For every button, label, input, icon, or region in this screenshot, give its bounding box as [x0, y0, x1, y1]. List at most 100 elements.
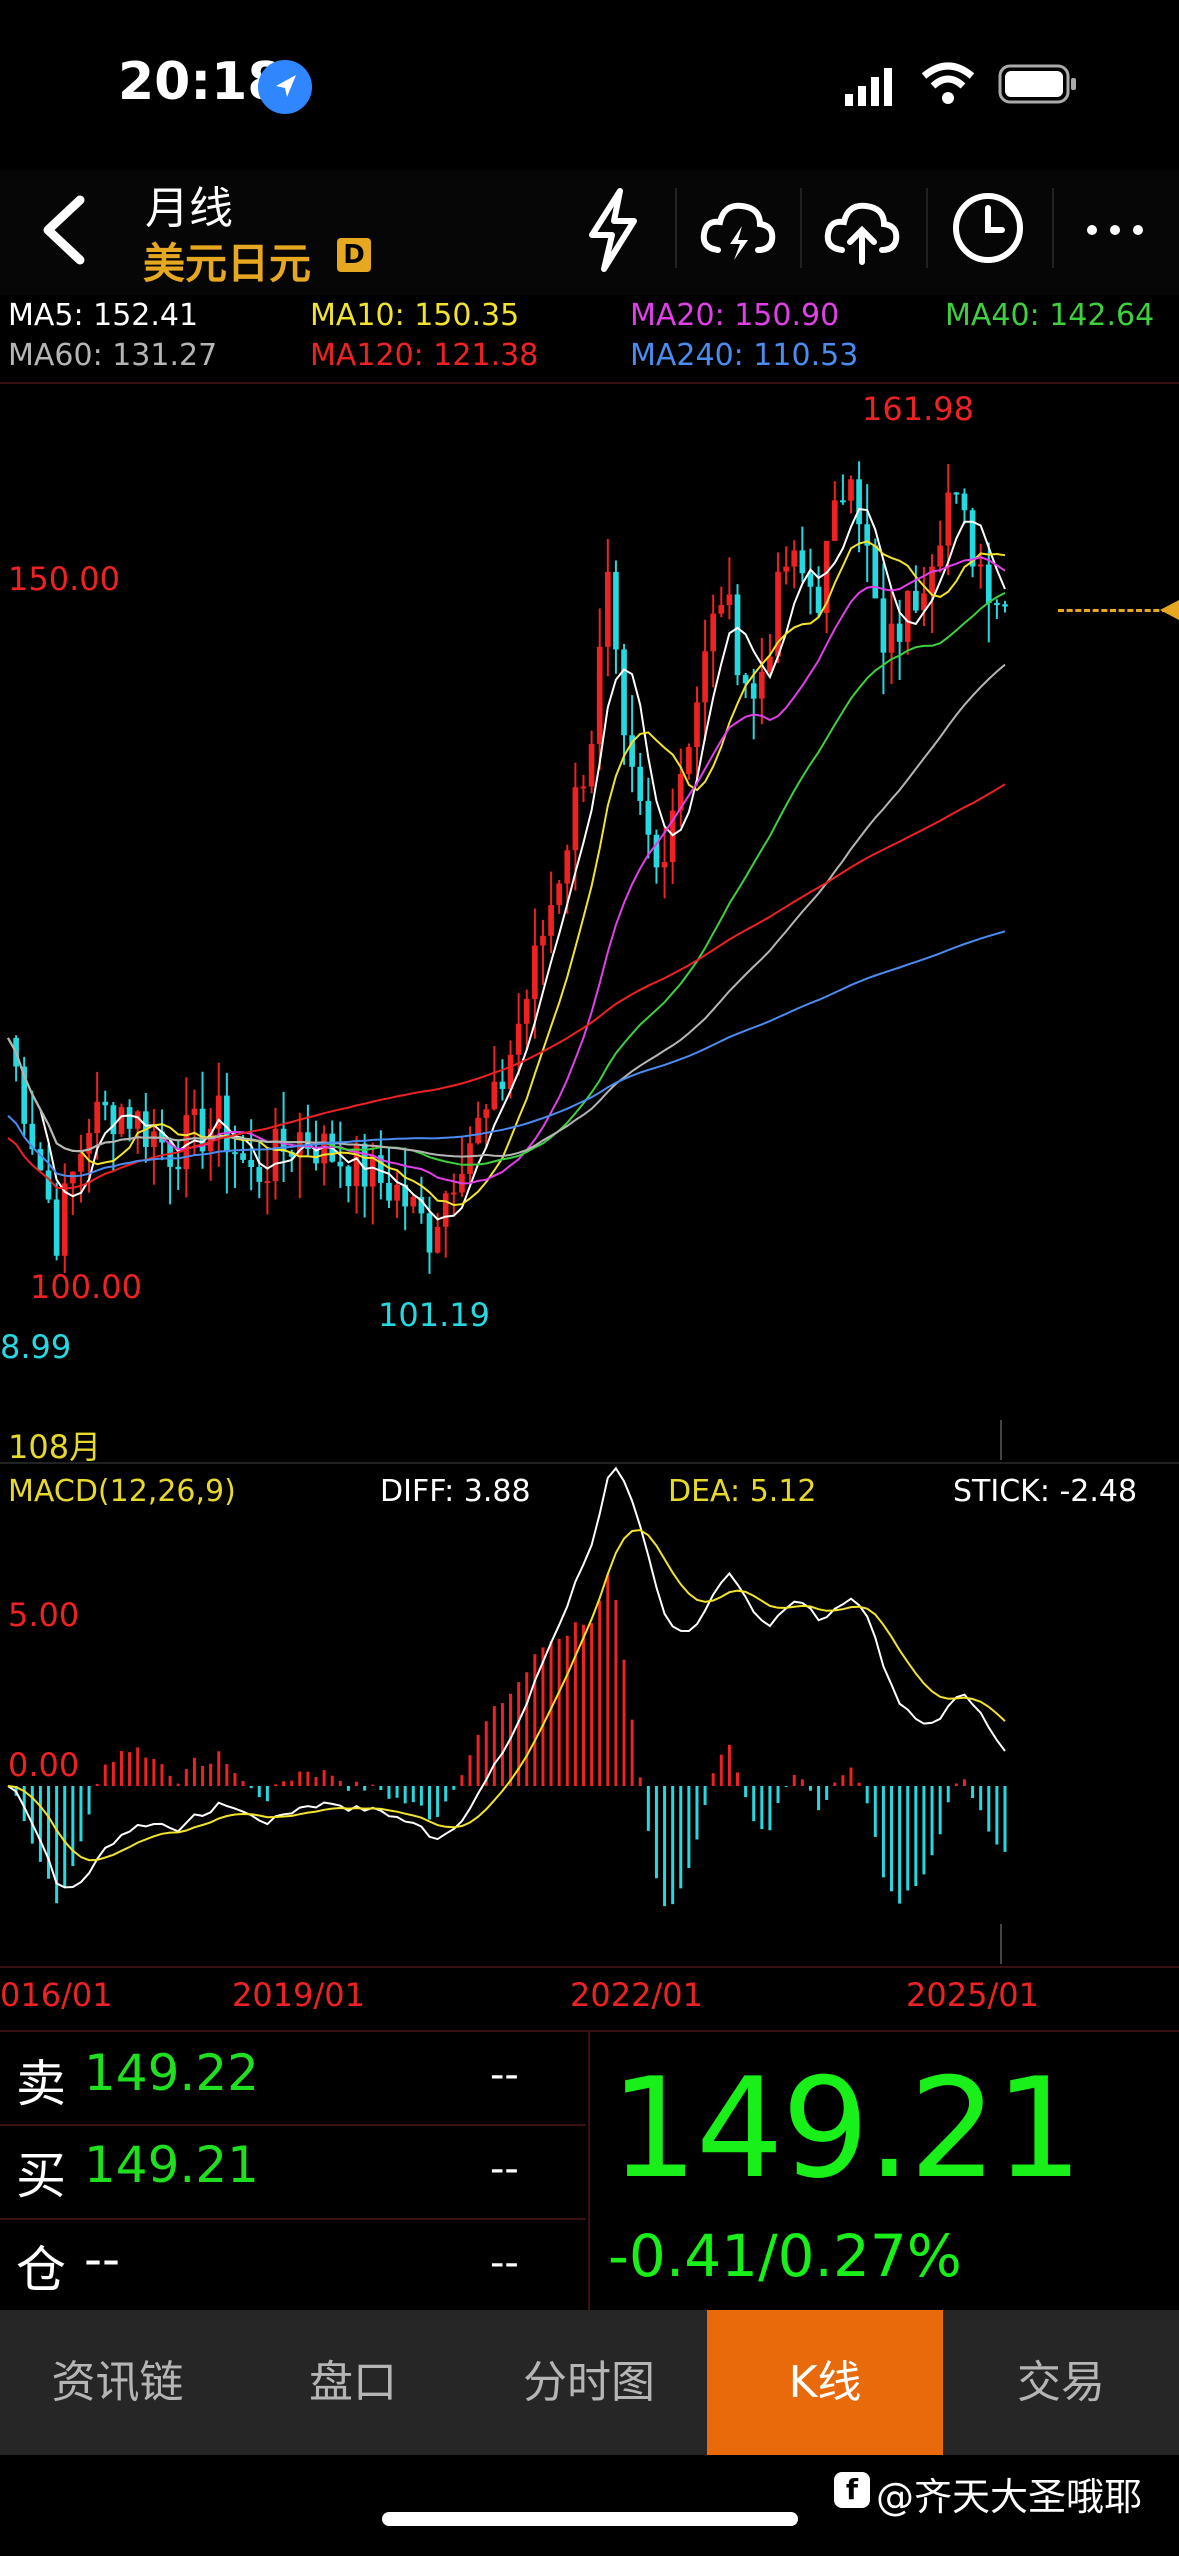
candle-body	[961, 493, 968, 511]
candle-body	[151, 1131, 157, 1147]
sell-row[interactable]	[0, 2032, 586, 2126]
candle-body	[272, 1128, 279, 1182]
clock-icon	[953, 193, 1023, 263]
candle-body	[134, 1111, 141, 1129]
tab-trade[interactable]: 交易	[1017, 2357, 1105, 2408]
candle-body	[475, 1117, 481, 1144]
header-divider	[675, 188, 677, 268]
tab-timeshare[interactable]: 分时图	[523, 2357, 655, 2408]
candle-body	[856, 479, 862, 525]
candle-body	[37, 1149, 44, 1171]
candle-body	[523, 999, 530, 1024]
tab-orderbook[interactable]: 盘口	[309, 2357, 397, 2408]
candle-body	[742, 675, 749, 684]
price-axis-label: 150.00	[8, 560, 120, 598]
candle-body	[467, 1143, 473, 1174]
candle-body	[410, 1197, 417, 1207]
d-badge: D	[337, 238, 371, 272]
tab-kline[interactable]: K线	[707, 2310, 943, 2455]
candle-body	[288, 1151, 295, 1157]
location-icon	[258, 60, 312, 114]
candle-body	[694, 702, 700, 748]
macd-line	[7, 1466, 1006, 1889]
candle-body	[126, 1107, 133, 1129]
ma10-label: MA10: 150.35	[310, 298, 520, 333]
cursor-tick	[1000, 1420, 1002, 1460]
buy-row[interactable]	[0, 2126, 586, 2220]
position-qty: --	[490, 2240, 519, 2286]
current-price-marker	[1160, 600, 1179, 620]
candle-body	[540, 935, 546, 946]
candle-body	[896, 623, 903, 642]
divider	[0, 1462, 1179, 1464]
candle-body	[831, 500, 838, 541]
candle-body	[840, 500, 846, 503]
candle-body	[823, 540, 830, 613]
x-axis-label: 016/01	[0, 1976, 113, 2014]
candle-body	[799, 550, 806, 574]
left-low-label: 8.99	[0, 1328, 72, 1366]
candle-body	[491, 1081, 498, 1110]
candle-body	[969, 510, 976, 567]
candle-body	[556, 883, 563, 906]
candle-body	[78, 1153, 84, 1172]
tab-news[interactable]: 资讯链	[51, 2357, 184, 2408]
candle-body	[1002, 604, 1008, 607]
candle-body	[483, 1109, 490, 1118]
ma120-label: MA120: 121.38	[310, 338, 539, 373]
lightning-button[interactable]	[578, 185, 648, 275]
macd-stick: STICK: -2.48	[953, 1474, 1138, 1509]
price-change: -0.41/0.27%	[608, 2222, 962, 2290]
candle-body	[613, 572, 619, 650]
candle-body	[53, 1199, 60, 1256]
candle-body	[532, 945, 538, 1000]
candle-body	[710, 613, 717, 652]
buy-price: 149.21	[84, 2136, 259, 2194]
candle-body	[783, 566, 789, 572]
candle-body	[548, 905, 554, 936]
platform-logo-icon: f	[834, 2472, 870, 2508]
sell-price: 149.22	[84, 2044, 259, 2102]
candle-body	[191, 1108, 198, 1116]
sell-label: 卖	[16, 2055, 66, 2113]
period-label: 108月	[8, 1428, 102, 1466]
candle-body	[621, 649, 627, 736]
header-divider	[800, 188, 802, 268]
candle-body	[426, 1213, 433, 1253]
macd-axis-zero: 0.00	[8, 1746, 80, 1784]
history-button[interactable]	[948, 186, 1028, 270]
candle-body	[750, 683, 757, 699]
cloud-sync-button[interactable]	[698, 190, 778, 270]
home-indicator[interactable]	[382, 2512, 798, 2526]
cursor-tick	[1000, 1924, 1002, 1964]
more-button[interactable]	[1080, 200, 1150, 260]
candle-body	[921, 593, 927, 611]
candle-body	[872, 545, 879, 599]
ma-line	[7, 592, 1006, 1166]
candlestick-chart[interactable]	[0, 384, 1179, 2024]
candle-body	[953, 492, 960, 495]
candle-body	[361, 1143, 368, 1187]
candle-body	[21, 1066, 28, 1124]
lightning-icon	[589, 188, 637, 272]
candle-body	[775, 571, 781, 657]
symbol-name: 美元日元	[143, 239, 312, 288]
candle-body	[118, 1107, 125, 1135]
back-button[interactable]	[28, 190, 98, 270]
candle-body	[61, 1183, 68, 1256]
ma5-label: MA5: 152.41	[8, 298, 199, 333]
last-price: 149.21	[610, 2048, 1083, 2209]
ma-line	[7, 556, 1006, 1185]
low-mark-label: 101.19	[378, 1296, 490, 1334]
candle-body	[985, 564, 992, 604]
buy-qty: --	[490, 2146, 519, 2192]
header-bar	[0, 170, 1179, 295]
signal-icon	[845, 68, 897, 112]
candle-body	[564, 850, 571, 884]
position-value: --	[84, 2230, 121, 2288]
candle-body	[937, 545, 943, 567]
cloud-upload-button[interactable]	[822, 190, 902, 270]
candle-body	[402, 1184, 409, 1207]
x-axis-label: 2022/01	[570, 1976, 703, 2014]
candle-body	[815, 586, 822, 613]
